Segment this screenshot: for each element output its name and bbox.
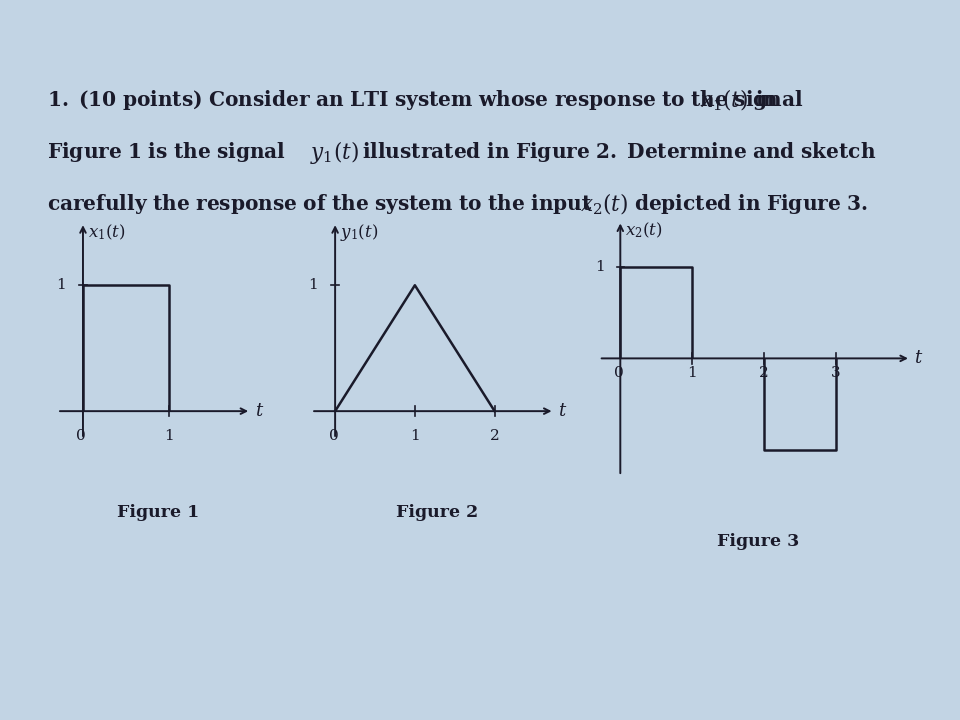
Text: $x_1(t)$: $x_1(t)$ [88,222,126,242]
Text: $\mathbf{depicted\ in\ Figure\ 3.}$: $\mathbf{depicted\ in\ Figure\ 3.}$ [634,192,868,216]
Text: 1: 1 [595,259,605,274]
Text: $x_2(t)$: $x_2(t)$ [625,220,662,240]
Text: 0: 0 [328,429,338,443]
Text: 0: 0 [614,366,624,379]
Text: $y_1(t)$: $y_1(t)$ [310,138,359,166]
Text: 2: 2 [490,429,499,443]
Text: $\mathbf{Figure\ 1\ is\ the\ signal}$: $\mathbf{Figure\ 1\ is\ the\ signal}$ [47,140,286,164]
Text: $\mathbf{illustrated\ in\ Figure\ 2.\ Determine\ and\ sketch}$: $\mathbf{illustrated\ in\ Figure\ 2.\ De… [362,140,876,164]
Text: Figure 2: Figure 2 [396,504,478,521]
Text: $x_1(t)$: $x_1(t)$ [700,87,748,112]
Text: $t$: $t$ [559,402,567,420]
Text: 1: 1 [56,278,65,292]
Text: 1: 1 [687,366,697,379]
Text: $t$: $t$ [915,349,924,367]
Text: $x_2(t)$: $x_2(t)$ [580,192,628,217]
Text: 3: 3 [830,366,840,379]
Text: $\mathbf{carefully\ the\ response\ of\ the\ system\ to\ the\ input}$: $\mathbf{carefully\ the\ response\ of\ t… [47,192,592,216]
Text: 1: 1 [164,429,174,443]
Text: $\mathbf{1.\ (10\ points)\ Consider\ an\ LTI\ system\ whose\ response\ to\ the\ : $\mathbf{1.\ (10\ points)\ Consider\ an\… [47,88,804,112]
Text: 0: 0 [77,429,86,443]
Text: 1: 1 [410,429,420,443]
Text: $y_1(t)$: $y_1(t)$ [340,222,378,243]
Text: $t$: $t$ [255,402,265,420]
Text: 2: 2 [759,366,769,379]
Text: $\mathbf{in}$: $\mathbf{in}$ [755,90,779,110]
Text: Figure 3: Figure 3 [717,533,800,550]
Text: 1: 1 [308,278,318,292]
Text: Figure 1: Figure 1 [117,504,200,521]
